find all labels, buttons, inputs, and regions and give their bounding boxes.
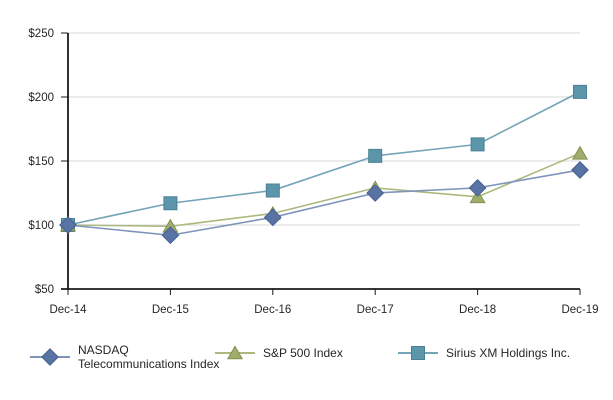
series-nasdaq-telecom-marker-Dec-19 bbox=[571, 161, 589, 179]
y-axis-tick-label: $150 bbox=[28, 156, 54, 168]
series-nasdaq-telecom-marker-Dec-15 bbox=[161, 226, 180, 245]
series-nasdaq-telecom-marker-Dec-16 bbox=[263, 208, 282, 227]
series-sp500-marker-Dec-19 bbox=[571, 145, 589, 160]
series-sirius-xm-line bbox=[67, 91, 581, 226]
series-nasdaq-telecom-marker-Dec-14 bbox=[59, 216, 77, 234]
legend: NASDAQ Telecommunications Index S&P 500 … bbox=[0, 336, 613, 380]
series-sirius-xm-marker-Dec-15 bbox=[163, 196, 178, 211]
series-sirius-xm-marker-Dec-18 bbox=[470, 137, 485, 152]
series-sirius-xm-marker-Dec-17 bbox=[368, 148, 383, 163]
diamond-marker-icon bbox=[30, 348, 70, 366]
x-axis-tick-label: Dec-18 bbox=[459, 304, 496, 316]
legend-label-line: Telecommunications Index bbox=[78, 357, 220, 371]
legend-label-nasdaq: NASDAQ Telecommunications Index bbox=[78, 343, 219, 371]
legend-marker bbox=[226, 345, 244, 360]
y-axis-tick-label: $250 bbox=[28, 28, 54, 40]
series-sirius-xm-marker-Dec-19 bbox=[573, 84, 587, 99]
y-axis-tick-label: $50 bbox=[35, 284, 54, 296]
x-axis-tick-label: Dec-17 bbox=[357, 304, 394, 316]
legend-label-line: NASDAQ bbox=[78, 343, 129, 357]
legend-item-nasdaq: NASDAQ Telecommunications Index bbox=[30, 339, 219, 375]
x-axis-tick-label: Dec-16 bbox=[254, 304, 291, 316]
triangle-marker-icon bbox=[215, 345, 255, 360]
legend-label-sp500: S&P 500 Index bbox=[263, 346, 343, 360]
y-axis-tick-label: $100 bbox=[28, 220, 54, 232]
legend-item-sirius: Sirius XM Holdings Inc. bbox=[398, 340, 570, 366]
series-nasdaq-telecom-line bbox=[67, 169, 581, 237]
square-marker-icon bbox=[398, 346, 438, 360]
series-sp500-line bbox=[67, 152, 581, 228]
legend-item-sp500: S&P 500 Index bbox=[215, 340, 343, 366]
series-nasdaq-telecom-marker-Dec-17 bbox=[366, 184, 385, 202]
series-nasdaq-telecom bbox=[59, 161, 589, 245]
x-axis-tick-label: Dec-19 bbox=[561, 304, 598, 316]
legend-marker bbox=[411, 346, 425, 360]
series-sirius-xm-marker-Dec-16 bbox=[265, 183, 280, 198]
legend-marker bbox=[41, 348, 59, 366]
plot-area: $50 $100 $150 $200 $250 Dec-14 Dec-15 Dec-16 Dec… bbox=[28, 28, 598, 316]
x-axis-tick-label: Dec-14 bbox=[49, 304, 87, 316]
series-nasdaq-telecom-marker-Dec-18 bbox=[468, 178, 487, 197]
legend-label-sirius: Sirius XM Holdings Inc. bbox=[446, 346, 571, 360]
series-sp500 bbox=[59, 145, 589, 233]
series-sirius-xm bbox=[61, 84, 587, 232]
y-axis-tick-label: $200 bbox=[28, 92, 54, 104]
x-axis-tick-label: Dec-15 bbox=[152, 304, 189, 316]
